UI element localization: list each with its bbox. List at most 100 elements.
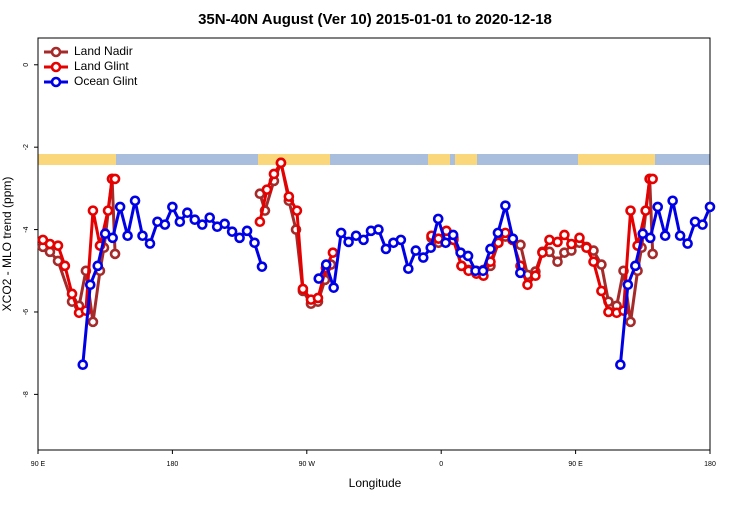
data-point bbox=[137, 230, 148, 242]
data-point bbox=[107, 232, 118, 244]
y-tick-label: -2 bbox=[23, 144, 30, 150]
legend-label: Land Glint bbox=[74, 59, 129, 73]
data-point bbox=[350, 230, 362, 242]
data-point bbox=[615, 359, 626, 371]
land-strip bbox=[38, 154, 116, 165]
y-axis-label: XCO2 - MLO trend (ppm) bbox=[0, 177, 14, 312]
x-tick-label: 0 bbox=[439, 461, 443, 468]
data-point bbox=[647, 248, 658, 260]
data-point bbox=[625, 205, 636, 216]
data-point bbox=[704, 201, 716, 213]
data-point bbox=[522, 279, 533, 291]
data-point bbox=[254, 216, 266, 228]
data-point bbox=[630, 260, 641, 272]
data-point bbox=[189, 214, 201, 225]
data-point bbox=[515, 267, 526, 279]
data-point bbox=[637, 228, 649, 239]
data-point bbox=[462, 250, 474, 262]
data-point bbox=[395, 234, 407, 246]
data-point bbox=[268, 168, 280, 180]
data-point bbox=[122, 230, 133, 242]
data-point bbox=[492, 227, 504, 239]
data-point bbox=[204, 212, 216, 223]
data-point bbox=[167, 201, 178, 213]
data-point bbox=[644, 232, 656, 244]
data-point bbox=[226, 226, 238, 237]
data-point bbox=[320, 259, 332, 270]
data-point bbox=[530, 270, 541, 282]
y-tick-label: -6 bbox=[23, 309, 30, 315]
data-point bbox=[77, 359, 89, 371]
x-tick-label: 90 E bbox=[31, 461, 46, 468]
land-strip bbox=[455, 154, 477, 165]
data-point bbox=[456, 260, 467, 272]
y-tick-label: 0 bbox=[23, 63, 30, 67]
data-point bbox=[283, 191, 295, 202]
data-point bbox=[241, 225, 253, 237]
data-point bbox=[109, 248, 121, 260]
plot-frame bbox=[37, 37, 711, 451]
data-point bbox=[327, 247, 339, 258]
data-point bbox=[44, 238, 56, 250]
data-point bbox=[500, 200, 511, 211]
x-tick-label: 90 W bbox=[299, 461, 316, 468]
legend-marker bbox=[50, 46, 62, 58]
data-point bbox=[144, 238, 156, 249]
data-point bbox=[358, 234, 369, 246]
data-point bbox=[87, 316, 99, 328]
data-point bbox=[425, 242, 437, 254]
chart-title: 35N-40N August (Ver 10) 2015-01-01 to 20… bbox=[198, 11, 552, 28]
data-point bbox=[447, 229, 459, 241]
data-point bbox=[174, 216, 186, 228]
data-point bbox=[59, 260, 71, 272]
legend-marker bbox=[50, 61, 62, 73]
data-point bbox=[647, 173, 658, 185]
data-point bbox=[574, 232, 585, 244]
data-point bbox=[159, 219, 171, 230]
legend-marker bbox=[50, 76, 62, 88]
data-point bbox=[102, 205, 114, 216]
data-point bbox=[380, 243, 392, 255]
x-tick-label: 90 E bbox=[568, 461, 583, 468]
data-point bbox=[622, 279, 634, 291]
legend-label: Ocean Glint bbox=[74, 74, 138, 88]
land-strip bbox=[258, 154, 330, 165]
data-point bbox=[343, 236, 354, 248]
data-point bbox=[566, 238, 577, 250]
data-point bbox=[249, 237, 260, 249]
data-point bbox=[196, 219, 208, 230]
data-point bbox=[261, 184, 273, 195]
data-point bbox=[66, 288, 78, 300]
data-point bbox=[507, 233, 519, 244]
data-point bbox=[52, 240, 64, 251]
data-point bbox=[559, 229, 570, 241]
data-point bbox=[652, 201, 664, 213]
data-point bbox=[297, 283, 309, 295]
data-point bbox=[682, 238, 693, 249]
y-tick-label: -4 bbox=[23, 226, 30, 232]
data-point bbox=[640, 205, 651, 216]
data-point bbox=[659, 230, 671, 242]
data-point bbox=[328, 282, 339, 293]
ocean-strip bbox=[38, 154, 710, 165]
data-point bbox=[667, 195, 678, 207]
data-point bbox=[674, 230, 686, 242]
data-point bbox=[256, 261, 268, 272]
x-tick-label: 180 bbox=[704, 461, 716, 468]
data-point bbox=[697, 219, 708, 230]
data-point bbox=[84, 279, 96, 291]
data-point bbox=[596, 285, 607, 297]
data-point bbox=[234, 232, 245, 244]
data-point bbox=[440, 237, 451, 249]
data-point bbox=[312, 292, 324, 304]
data-point bbox=[432, 213, 444, 225]
legend-label: Land Nadir bbox=[74, 44, 133, 58]
x-tick-label: 180 bbox=[167, 461, 179, 468]
data-point bbox=[313, 273, 325, 284]
data-point bbox=[99, 228, 111, 239]
data-point bbox=[219, 218, 230, 230]
data-point bbox=[373, 224, 384, 235]
x-axis-label: Longitude bbox=[349, 476, 402, 490]
